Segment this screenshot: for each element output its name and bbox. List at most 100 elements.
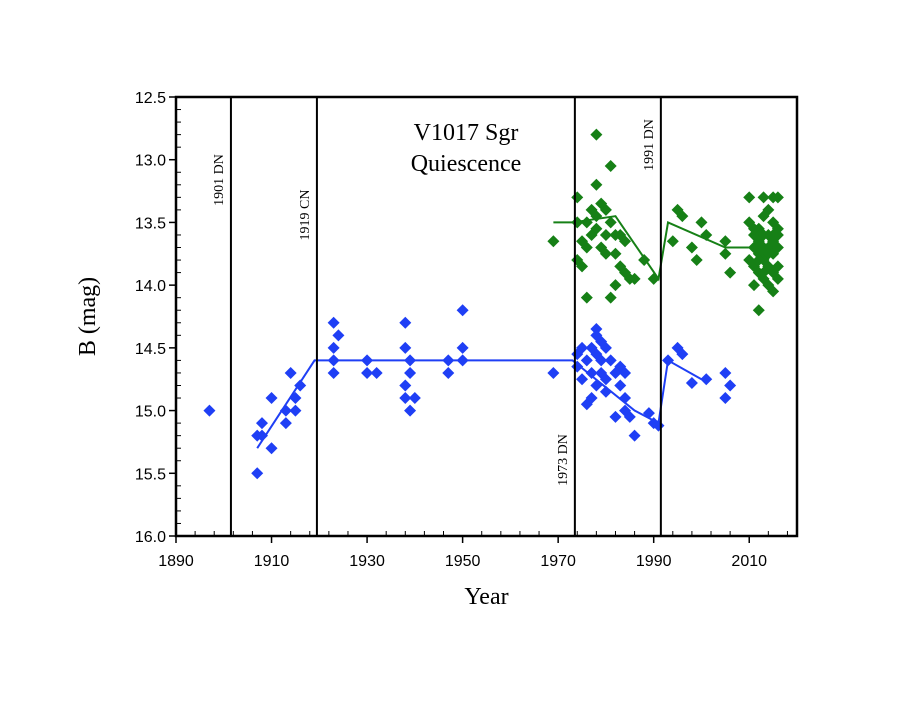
- data-point: [642, 407, 655, 420]
- data-point: [255, 417, 268, 430]
- data-point: [619, 366, 632, 379]
- data-point: [662, 354, 675, 367]
- chart-title: V1017 Sgr: [414, 120, 519, 146]
- data-point: [576, 260, 589, 273]
- data-point: [771, 228, 784, 241]
- y-tick-label: 14.0: [135, 278, 166, 295]
- data-point: [595, 354, 608, 367]
- data-point: [294, 379, 307, 392]
- plot-frame: [174, 95, 799, 538]
- data-point: [399, 316, 412, 329]
- data-point: [580, 241, 593, 254]
- data-point: [408, 392, 421, 405]
- data-point: [265, 392, 278, 405]
- data-point: [757, 266, 770, 279]
- data-point: [442, 366, 455, 379]
- data-point: [279, 404, 292, 417]
- event-label: 1973 DN: [556, 434, 571, 486]
- data-point: [571, 191, 584, 204]
- data-point: [628, 429, 641, 442]
- y-tick-label: 12.5: [135, 90, 166, 107]
- data-point: [676, 348, 689, 361]
- data-point: [251, 467, 264, 480]
- y-tick-label: 16.0: [135, 529, 166, 546]
- data-point: [547, 366, 560, 379]
- data-point: [609, 279, 622, 292]
- data-point: [623, 410, 636, 423]
- data-point: [719, 366, 732, 379]
- data-point: [580, 354, 593, 367]
- y-tick-label: 14.5: [135, 341, 166, 358]
- data-point: [404, 404, 417, 417]
- event-label: 1901 DN: [212, 154, 227, 206]
- y-tick-label: 15.5: [135, 466, 166, 483]
- y-tick-label: 13.5: [135, 215, 166, 232]
- data-point: [757, 191, 770, 204]
- data-point: [279, 417, 292, 430]
- data-point: [590, 323, 603, 336]
- data-point: [370, 366, 383, 379]
- data-point: [547, 235, 560, 248]
- data-point: [599, 341, 612, 354]
- data-point: [599, 373, 612, 386]
- data-point: [752, 304, 765, 317]
- data-point: [743, 191, 756, 204]
- data-point: [748, 222, 761, 235]
- data-point: [767, 285, 780, 298]
- data-point: [590, 379, 603, 392]
- chart-subtitle: Quiescence: [411, 151, 522, 177]
- x-tick-label: 1970: [540, 553, 576, 570]
- axis-ticks: 12.5 13.0 13.5 14.0 14.5 15.0 15.5 16.0 1890 1910…: [135, 90, 788, 570]
- data-point: [404, 354, 417, 367]
- data-point: [361, 366, 374, 379]
- event-lines: 1901 DN 1919 CN 1973 DN 1991 DN: [212, 97, 662, 536]
- data-point: [399, 341, 412, 354]
- data-point: [576, 341, 589, 354]
- data-point: [604, 216, 617, 229]
- data-point: [628, 272, 641, 285]
- data-point: [456, 354, 469, 367]
- data-point: [609, 410, 622, 423]
- data-point: [762, 203, 775, 216]
- green-points: [547, 128, 784, 317]
- data-point: [719, 247, 732, 260]
- data-point: [571, 360, 584, 373]
- data-point: [580, 291, 593, 304]
- data-point: [638, 254, 651, 267]
- data-point: [327, 354, 340, 367]
- data-point: [399, 379, 412, 392]
- plot-marks: [203, 128, 784, 480]
- data-point: [327, 341, 340, 354]
- data-point: [771, 260, 784, 273]
- data-point: [585, 392, 598, 405]
- data-point: [771, 191, 784, 204]
- data-point: [590, 222, 603, 235]
- data-point: [590, 210, 603, 223]
- data-point: [724, 379, 737, 392]
- data-point: [685, 376, 698, 389]
- data-point: [456, 304, 469, 317]
- data-point: [327, 366, 340, 379]
- x-tick-label: 1990: [636, 553, 672, 570]
- data-point: [580, 216, 593, 229]
- data-point: [700, 228, 713, 241]
- data-point: [576, 373, 589, 386]
- data-point: [456, 341, 469, 354]
- x-tick-label: 1910: [254, 553, 290, 570]
- data-point: [743, 254, 756, 267]
- data-point: [690, 254, 703, 267]
- y-tick-label: 13.0: [135, 153, 166, 170]
- data-point: [695, 216, 708, 229]
- data-point: [762, 247, 775, 260]
- data-point: [647, 272, 660, 285]
- x-tick-label: 2010: [731, 553, 767, 570]
- data-point: [614, 379, 627, 392]
- data-point: [619, 392, 632, 405]
- blue-points: [203, 304, 737, 480]
- data-point: [599, 247, 612, 260]
- event-label: 1919 CN: [298, 190, 313, 241]
- data-point: [289, 392, 302, 405]
- data-point: [255, 429, 268, 442]
- x-tick-label: 1950: [445, 553, 481, 570]
- data-point: [604, 159, 617, 172]
